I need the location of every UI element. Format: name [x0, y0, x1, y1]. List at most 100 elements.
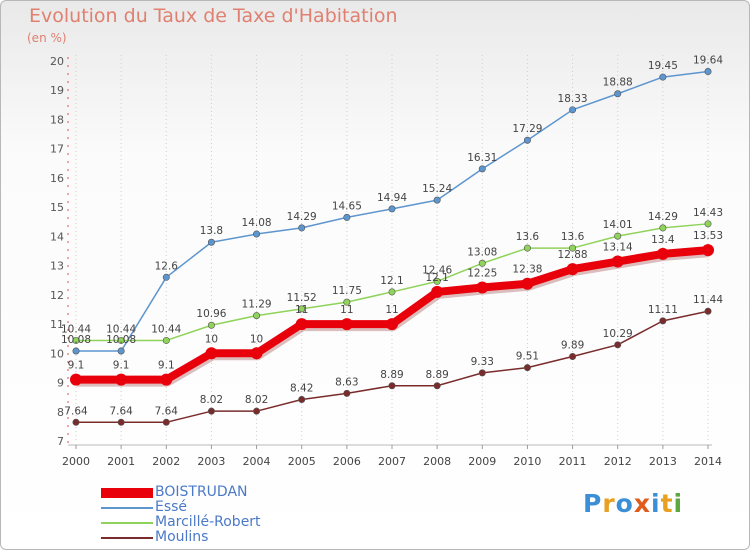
data-label: 11.44	[693, 294, 723, 306]
logo-letter: i	[673, 489, 684, 518]
data-point	[162, 418, 170, 426]
data-label: 9.51	[516, 351, 539, 363]
data-label: 14.01	[603, 219, 633, 231]
logo-letter: o	[615, 489, 634, 518]
data-point	[656, 247, 669, 260]
data-point	[702, 244, 714, 257]
data-label: 10.08	[106, 334, 136, 346]
series-lines	[70, 68, 714, 426]
legend-swatch	[101, 488, 153, 498]
data-point	[614, 341, 622, 349]
chart-unit: (en %)	[27, 31, 67, 45]
data-label: 10	[205, 333, 218, 345]
data-point	[72, 347, 80, 355]
y-tick-label: 7	[57, 435, 64, 448]
x-tick-label: 2011	[559, 455, 587, 468]
data-point	[478, 369, 486, 377]
logo-letter: r	[602, 489, 616, 518]
data-point	[476, 281, 489, 294]
data-label: 13.14	[603, 242, 633, 254]
data-label: 7.64	[109, 405, 133, 417]
logo-letter: i	[651, 489, 661, 518]
data-labels: 9.1 9.1 9.1 10 10 11 11 11 12.1 12.25 12.38 12.88 13…	[61, 55, 723, 418]
data-label: 13.08	[467, 246, 497, 258]
data-point	[117, 336, 125, 344]
data-point	[704, 307, 712, 315]
data-point	[162, 336, 170, 344]
data-label: 8.02	[245, 394, 268, 406]
data-point	[659, 224, 667, 232]
data-point	[72, 418, 80, 426]
data-label: 11	[385, 304, 398, 316]
data-label: 10.29	[603, 328, 633, 340]
data-label: 16.31	[467, 152, 497, 164]
data-point	[478, 165, 486, 173]
data-point	[521, 277, 534, 290]
data-label: 7.64	[155, 405, 179, 417]
data-point	[162, 273, 170, 281]
data-label: 8.02	[200, 394, 223, 406]
data-label: 11.52	[287, 292, 317, 304]
y-tick-label: 13	[50, 260, 64, 273]
data-point	[433, 382, 441, 390]
data-label: 15.24	[422, 183, 452, 195]
data-point	[523, 364, 531, 372]
data-point	[611, 255, 624, 268]
y-tick-label: 16	[50, 172, 64, 185]
y-tick-label: 11	[50, 318, 64, 331]
data-label: 12.38	[512, 264, 542, 276]
data-point	[523, 136, 531, 144]
y-tick-label: 15	[50, 201, 64, 214]
data-label: 10.44	[106, 323, 136, 335]
data-label: 19.45	[648, 60, 678, 72]
data-label: 19.64	[693, 55, 723, 67]
x-tick-label: 2013	[649, 455, 677, 468]
data-point	[115, 373, 128, 386]
data-point	[523, 244, 531, 252]
data-label: 13.53	[693, 230, 723, 242]
legend-swatch	[101, 537, 153, 539]
data-label: 11	[340, 304, 353, 316]
data-point	[253, 407, 261, 415]
data-label: 8.89	[425, 369, 448, 381]
data-label: 12.25	[467, 268, 497, 280]
data-point	[253, 230, 261, 238]
data-label: 9.89	[561, 340, 584, 352]
data-label: 12.6	[155, 260, 179, 272]
x-tick-label: 2002	[152, 455, 180, 468]
data-point	[298, 224, 306, 232]
legend-swatch	[101, 522, 153, 524]
logo-letter: t	[660, 489, 674, 518]
x-tick-label: 2005	[288, 455, 316, 468]
legend-swatch	[101, 507, 153, 509]
data-point	[659, 317, 667, 325]
data-label: 12.46	[422, 264, 452, 276]
y-tick-label: 12	[50, 289, 64, 302]
data-label: 11.11	[648, 304, 678, 316]
data-label: 14.94	[377, 192, 407, 204]
data-point	[298, 395, 306, 403]
y-tick-label: 18	[50, 113, 64, 126]
data-point	[433, 277, 441, 285]
data-point	[343, 213, 351, 221]
data-label: 9.1	[158, 360, 175, 372]
x-tick-label: 2009	[468, 455, 496, 468]
data-point	[431, 285, 444, 298]
data-label: 7.64	[64, 405, 88, 417]
y-tick-label: 17	[50, 143, 64, 156]
data-point	[614, 232, 622, 240]
data-label: 13.8	[200, 225, 223, 237]
chart-title: Evolution du Taux de Taxe d'Habitation	[29, 5, 398, 27]
data-label: 13.6	[561, 231, 585, 243]
data-point	[117, 418, 125, 426]
data-label: 10	[250, 333, 263, 345]
data-point	[205, 347, 218, 360]
y-tick-label: 10	[50, 347, 64, 360]
proxiti-logo: Proxiti	[583, 489, 683, 518]
data-label: 11.75	[332, 285, 362, 297]
legend-label: Essé	[155, 499, 188, 515]
legend-label: Moulins	[155, 529, 209, 545]
data-label: 8.89	[380, 369, 403, 381]
x-tick-label: 2014	[694, 455, 722, 468]
